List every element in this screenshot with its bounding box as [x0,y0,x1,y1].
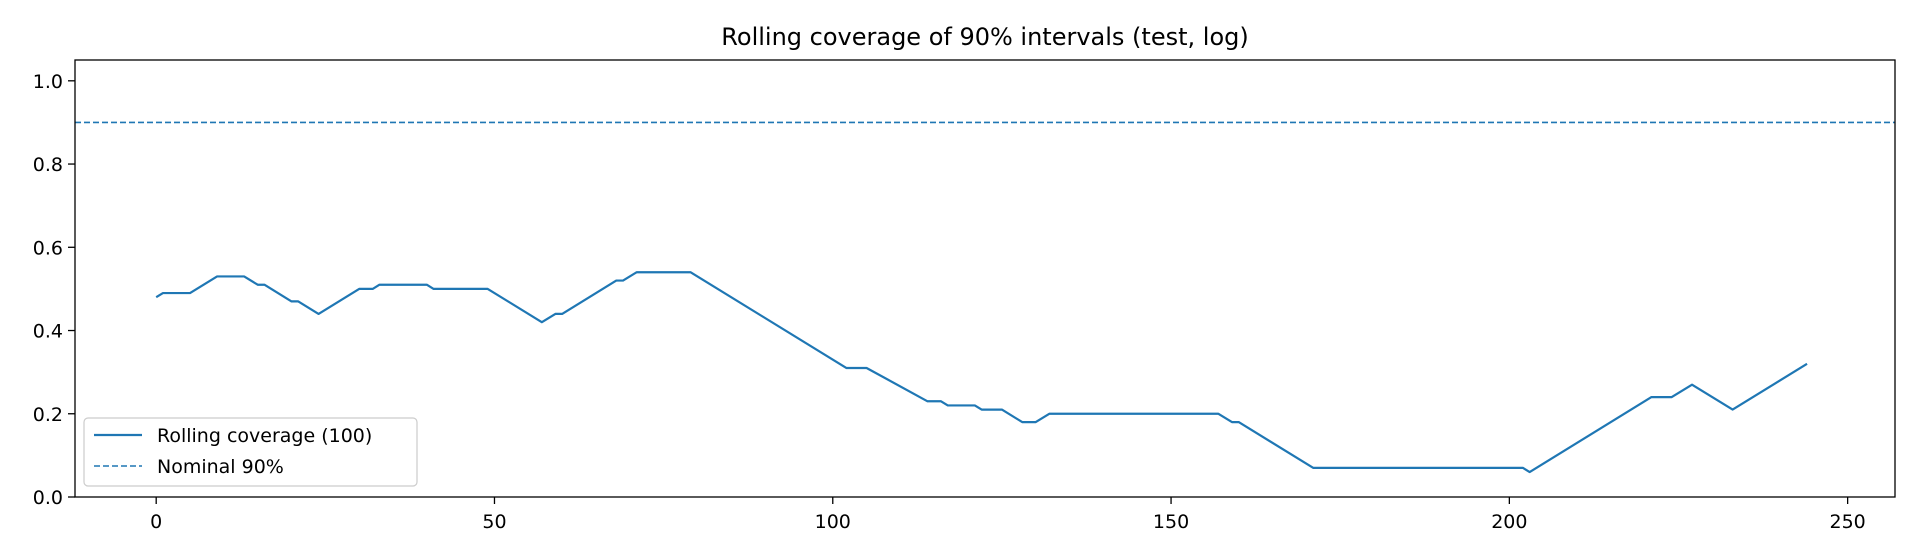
chart-title: Rolling coverage of 90% intervals (test,… [721,23,1248,51]
y-tick-label: 0.8 [33,154,63,176]
y-tick-label: 0.4 [33,321,63,343]
legend: Rolling coverage (100) Nominal 90% [83,417,418,487]
legend-label-rolling: Rolling coverage (100) [157,425,372,447]
x-tick-label: 200 [1491,511,1527,533]
x-axis: 0 50 100 150 200 250 [150,497,1866,533]
y-tick-label: 1.0 [33,71,63,93]
y-axis: 0.0 0.2 0.4 0.6 0.8 1.0 [33,71,75,509]
legend-label-nominal: Nominal 90% [157,456,284,478]
x-tick-label: 250 [1830,511,1866,533]
plot-frame [74,59,1896,498]
y-tick-label: 0.0 [33,487,63,509]
x-tick-label: 0 [150,511,162,533]
plot-area [75,121,1895,474]
x-tick-label: 50 [482,511,506,533]
legend-box [83,417,418,487]
rolling-coverage-line [155,271,1808,474]
y-tick-label: 0.2 [33,404,63,426]
y-tick-label: 0.6 [33,237,63,259]
x-tick-label: 150 [1153,511,1189,533]
x-tick-label: 100 [815,511,851,533]
